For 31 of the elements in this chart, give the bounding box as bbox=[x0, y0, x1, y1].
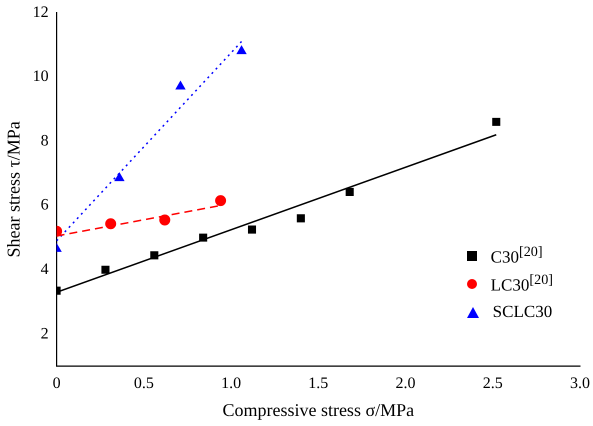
point bbox=[101, 266, 110, 274]
point bbox=[199, 234, 208, 242]
y-tick-label: 6 bbox=[40, 196, 49, 214]
point bbox=[105, 218, 116, 230]
x-tick-label: 2.0 bbox=[396, 375, 416, 392]
legend-label: SCLC30 bbox=[492, 302, 552, 322]
point bbox=[236, 46, 246, 54]
point bbox=[159, 214, 170, 226]
y-tick-label: 4 bbox=[40, 260, 49, 278]
y-tick-label: 10 bbox=[32, 68, 49, 86]
point bbox=[346, 188, 354, 196]
x-tick-label: 2.5 bbox=[482, 375, 503, 392]
point bbox=[492, 118, 500, 126]
point bbox=[114, 172, 124, 182]
point bbox=[150, 251, 158, 260]
y-tick-label: 12 bbox=[32, 4, 49, 21]
x-axis-title: Compressive stress σ/MPa bbox=[222, 400, 414, 420]
point bbox=[248, 226, 256, 234]
y-axis-title: Shear stress τ/MPa bbox=[4, 121, 24, 258]
x-tick-label: 1.0 bbox=[221, 375, 242, 392]
x-tick-label: 1.5 bbox=[308, 375, 328, 392]
legend-label: LC30$^{[20]}$ bbox=[490, 272, 553, 296]
y-tick-label: 2 bbox=[40, 325, 49, 342]
point bbox=[296, 214, 305, 222]
point bbox=[215, 195, 226, 206]
x-tick-label: 0 bbox=[52, 375, 61, 392]
y-tick-label: 8 bbox=[40, 132, 49, 150]
point bbox=[176, 81, 186, 90]
x-tick-label: 3.0 bbox=[570, 375, 590, 392]
x-tick-label: 0.5 bbox=[134, 375, 154, 392]
legend-label: C30$^{[20]}$ bbox=[490, 244, 543, 268]
